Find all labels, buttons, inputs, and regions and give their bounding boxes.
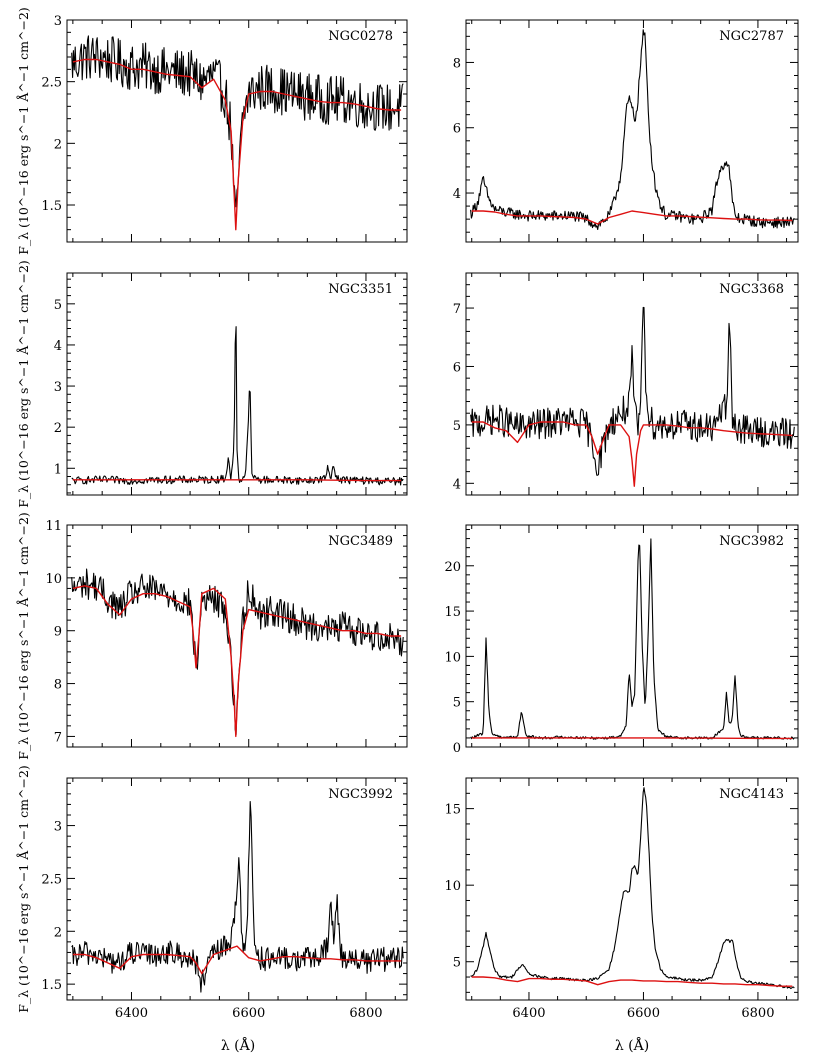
panel-title: NGC4143 xyxy=(719,787,784,802)
panel-ngc3489: 7 8 9 10 11 NGC3489 xyxy=(45,519,408,748)
y-axis-title-row-2: F_λ (10^−16 erg s^−1 Å^−1 cm^−2) xyxy=(16,260,31,508)
panel-frame xyxy=(465,272,799,496)
y-tick-label: 10 xyxy=(45,572,62,587)
observed-spectrum-line xyxy=(470,306,795,476)
x-tick-label: 6400 xyxy=(512,1006,545,1021)
y-tick-label: 9 xyxy=(54,625,62,640)
y-tick-label: 0 xyxy=(453,741,461,756)
observed-spectrum-line xyxy=(470,29,795,231)
y-axis-title-row-3: F_λ (10^−16 erg s^−1 Å^−1 cm^−2) xyxy=(16,512,31,760)
x-tick-label: 6600 xyxy=(232,1006,265,1021)
y-tick-label: 15 xyxy=(444,803,461,818)
panel-title: NGC3351 xyxy=(328,282,393,297)
panel-ngc2787: 4 6 8 NGC2787 xyxy=(453,19,799,243)
y-tick-label: 2 xyxy=(54,137,62,152)
model-spectrum-line xyxy=(72,585,402,738)
panel-frame xyxy=(465,19,799,243)
panel-ngc3351: 1 2 3 4 5 NGC3351 xyxy=(54,272,408,496)
y-tick-label: 3 xyxy=(54,14,62,29)
y-tick-label: 2 xyxy=(54,925,62,940)
observed-spectrum-line xyxy=(71,326,404,486)
panel-ngc4143: 6400 6600 6800 5 10 15 NGC4143 xyxy=(444,777,799,1021)
x-tick-label: 6600 xyxy=(627,1006,660,1021)
panel-ngc3992: 6400 6600 6800 1.5 2 2.5 3 NGC3992 xyxy=(41,777,408,1021)
y-tick-label: 3 xyxy=(54,380,62,395)
y-tick-label: 7 xyxy=(54,730,62,745)
y-tick-label: 1 xyxy=(54,462,62,477)
panel-frame xyxy=(66,272,408,496)
y-tick-label: 1.5 xyxy=(41,978,62,993)
panel-frame xyxy=(465,777,799,1001)
model-spectrum-line xyxy=(471,421,793,487)
observed-spectrum-line xyxy=(71,35,404,208)
model-spectrum-line xyxy=(72,58,402,231)
panel-title: NGC3368 xyxy=(719,282,784,297)
model-spectrum-line xyxy=(471,210,793,225)
y-tick-label: 2 xyxy=(54,421,62,436)
panel-title: NGC0278 xyxy=(328,29,393,44)
x-axis-title-right: λ (Å) xyxy=(615,1036,649,1054)
y-tick-label: 4 xyxy=(54,339,62,354)
x-tick-label: 6800 xyxy=(741,1006,774,1021)
y-tick-label: 4 xyxy=(453,477,461,492)
y-tick-label: 2.5 xyxy=(41,872,62,887)
panel-title: NGC3982 xyxy=(719,534,784,549)
y-tick-label: 7 xyxy=(453,302,461,317)
panel-frame xyxy=(465,524,799,748)
y-tick-label: 3 xyxy=(54,820,62,835)
y-tick-label: 8 xyxy=(54,678,62,693)
model-spectrum-line xyxy=(72,945,402,975)
panel-ngc3368: 4 5 6 7 NGC3368 xyxy=(453,272,799,496)
y-tick-label: 10 xyxy=(444,650,461,665)
y-tick-label: 20 xyxy=(444,560,461,575)
y-tick-label: 5 xyxy=(453,419,461,434)
y-tick-label: 15 xyxy=(444,605,461,620)
observed-spectrum-line xyxy=(470,787,795,990)
panel-ngc3982: 0 5 10 15 20 NGC3982 xyxy=(444,524,799,756)
y-tick-label: 6 xyxy=(453,360,461,375)
panel-frame xyxy=(66,524,408,748)
y-tick-label: 4 xyxy=(453,187,461,202)
y-tick-label: 10 xyxy=(444,879,461,894)
y-tick-label: 2.5 xyxy=(41,76,62,91)
y-axis-title-row-1: F_λ (10^−16 erg s^−1 Å^−1 cm^−2) xyxy=(16,7,31,255)
x-tick-label: 6800 xyxy=(349,1006,382,1021)
model-spectrum-line xyxy=(471,976,793,987)
observed-spectrum-line xyxy=(470,538,795,740)
panel-title: NGC3489 xyxy=(328,534,393,549)
model-spectrum-line xyxy=(72,479,402,482)
panel-ngc0278: 1.5 2 2.5 3 NGC0278 xyxy=(41,14,408,243)
y-tick-label: 5 xyxy=(54,298,62,313)
y-tick-label: 5 xyxy=(453,956,461,971)
y-tick-label: 11 xyxy=(45,519,62,534)
observed-spectrum-line xyxy=(71,801,404,993)
x-axis-title-left: λ (Å) xyxy=(221,1036,255,1054)
y-tick-label: 8 xyxy=(453,56,461,71)
panels-group: 1.522.53NGC0278468NGC278712345NGC3351456… xyxy=(41,14,799,1021)
model-spectrum-line xyxy=(471,737,793,740)
y-axis-title-row-4: F_λ (10^−16 erg s^−1 Å^−1 cm^−2) xyxy=(16,765,31,1013)
panel-title: NGC2787 xyxy=(719,29,784,44)
x-tick-label: 6400 xyxy=(115,1006,148,1021)
y-tick-label: 6 xyxy=(453,122,461,137)
panel-title: NGC3992 xyxy=(328,787,393,802)
y-tick-label: 5 xyxy=(453,696,461,711)
y-tick-label: 1.5 xyxy=(41,199,62,214)
